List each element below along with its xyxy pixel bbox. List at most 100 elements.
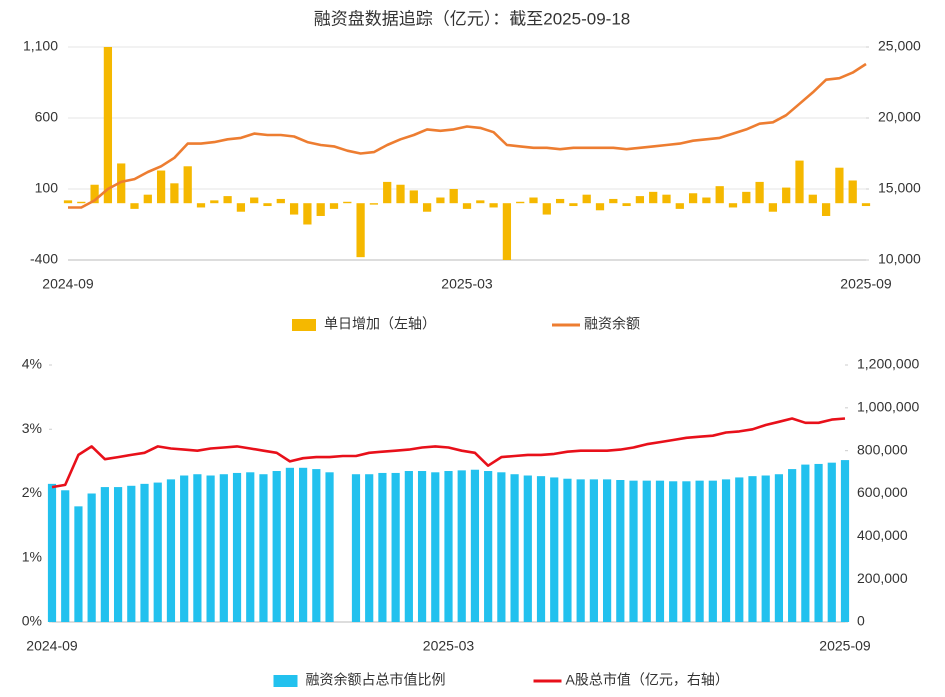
bar (299, 467, 308, 622)
bar (170, 183, 179, 204)
bar (87, 493, 96, 622)
bar (130, 203, 139, 209)
bar (404, 471, 413, 622)
bar (603, 479, 612, 622)
bar (609, 198, 618, 204)
bar (748, 476, 757, 622)
bar (422, 203, 432, 212)
bar (449, 189, 458, 204)
bar (523, 475, 532, 622)
legend-swatch (273, 675, 298, 687)
bar (236, 203, 246, 212)
bar (365, 474, 374, 622)
bar (715, 186, 724, 204)
bar (655, 480, 665, 622)
bar (502, 203, 512, 260)
bar (143, 194, 152, 204)
bar (232, 472, 242, 622)
bar (563, 478, 572, 622)
bar (180, 475, 189, 622)
y2-tick-label: 800,000 (857, 441, 908, 457)
bar (417, 471, 427, 622)
bar (861, 203, 871, 207)
bar (436, 197, 445, 204)
bar (708, 480, 717, 622)
line (51, 417, 846, 489)
bar (808, 194, 817, 204)
bar (276, 198, 285, 204)
bar (835, 167, 844, 204)
y2-tick-label: 400,000 (857, 527, 908, 543)
bar (457, 470, 466, 622)
bar (489, 203, 498, 208)
bar (848, 180, 857, 204)
bar (529, 197, 538, 204)
line (68, 62, 867, 209)
bar (840, 460, 850, 622)
y-tick-label: -400 (30, 251, 58, 267)
bar (755, 181, 764, 204)
bar (219, 474, 228, 622)
bar (343, 201, 352, 204)
bar (289, 203, 299, 215)
y-tick-label: 2% (22, 484, 42, 500)
bar (127, 485, 136, 622)
bar (516, 201, 525, 204)
bar (156, 170, 166, 204)
bar (113, 487, 123, 622)
bar (90, 184, 99, 204)
bar (396, 184, 405, 204)
bar (285, 467, 294, 622)
bar (312, 469, 321, 622)
bar (246, 472, 255, 622)
bar (250, 197, 259, 204)
bar (470, 469, 480, 622)
bar (702, 197, 711, 204)
legend-swatch (292, 319, 316, 331)
bar (616, 480, 625, 622)
bar (782, 187, 791, 204)
bar (536, 476, 546, 622)
bar (47, 483, 57, 622)
bar (196, 203, 206, 208)
x-tick-label: 2024-09 (42, 276, 94, 292)
y-tick-label: 1,100 (23, 38, 58, 54)
bar (183, 166, 192, 204)
bar (74, 506, 83, 622)
bar (100, 487, 109, 622)
bar (378, 472, 387, 622)
bar (356, 203, 365, 258)
bar (550, 477, 559, 622)
bar (827, 462, 836, 622)
y2-tick-label: 15,000 (878, 180, 921, 196)
bar (383, 181, 392, 204)
bar (542, 203, 551, 215)
legend-label: 融资余额占总市值比例 (306, 672, 446, 688)
y2-tick-label: 20,000 (878, 109, 921, 125)
bar (795, 160, 804, 204)
chart-title: 融资盘数据追踪（亿元）：截至2025-09-18 (314, 9, 630, 28)
bar (193, 474, 202, 622)
bar (206, 475, 215, 622)
bar (595, 203, 605, 211)
bar (409, 190, 418, 204)
bar (61, 490, 70, 622)
bar (431, 472, 440, 622)
x-tick-label: 2025-03 (423, 638, 475, 654)
bar (63, 200, 73, 204)
bar (329, 203, 339, 209)
y-tick-label: 4% (22, 356, 42, 372)
bar (649, 191, 658, 204)
bar (582, 194, 591, 204)
bar (629, 480, 638, 622)
y2-tick-label: 25,000 (878, 38, 921, 54)
y2-tick-label: 1,200,000 (857, 356, 919, 372)
bar (695, 480, 704, 622)
bar (223, 196, 232, 204)
bar (635, 196, 645, 204)
y2-tick-label: 10,000 (878, 251, 921, 267)
bar (391, 472, 400, 622)
x-tick-label: 2025-03 (441, 276, 493, 292)
x-tick-label: 2024-09 (26, 638, 78, 654)
